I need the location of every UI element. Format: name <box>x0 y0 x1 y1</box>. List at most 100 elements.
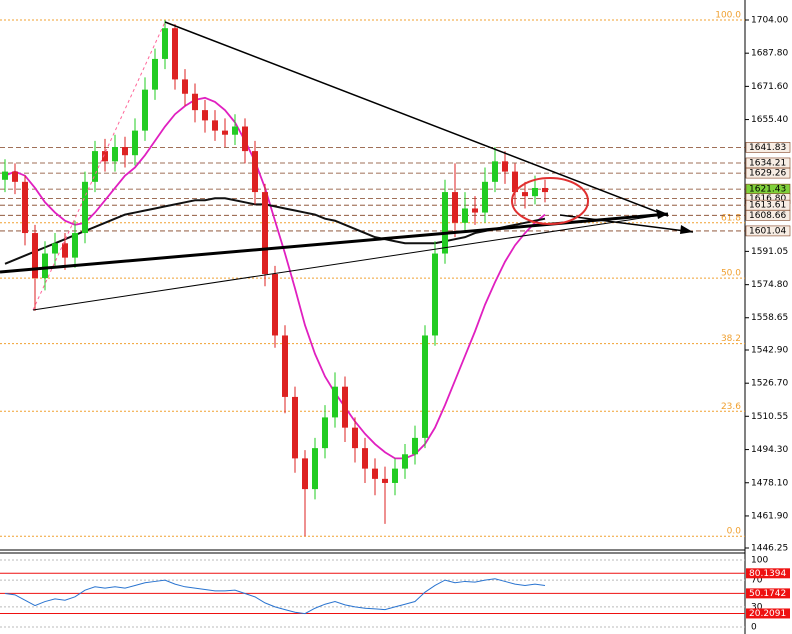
y-tick-label: 1461.90 <box>751 511 788 521</box>
trendline <box>164 21 669 217</box>
price-level-label: 1629.26 <box>749 169 786 179</box>
candle-body <box>432 253 438 336</box>
candle-body <box>382 478 388 483</box>
y-tick-label: 1526.70 <box>751 379 788 389</box>
candle-body <box>192 93 198 111</box>
candle-body <box>302 458 308 490</box>
candle-body <box>102 151 108 162</box>
candle-body <box>402 454 408 469</box>
fib-label: 0.0 <box>727 527 742 537</box>
y-tick-label: 1558.65 <box>751 313 788 323</box>
fib-label: 50.0 <box>721 269 741 279</box>
price-level-box <box>745 167 791 179</box>
candle-body <box>12 171 18 182</box>
y-tick-label: 1687.80 <box>751 49 788 59</box>
candle-body <box>142 89 148 131</box>
highlight-circle <box>511 177 589 225</box>
candle-body <box>312 448 318 490</box>
candle-body <box>152 58 158 90</box>
fib-label: 100.0 <box>715 11 741 21</box>
candle-body <box>202 110 208 121</box>
price-level-box <box>745 225 791 237</box>
fib-label: 61.8 <box>721 213 741 223</box>
candle-body <box>532 187 538 197</box>
candle-body <box>502 161 508 172</box>
candle-body <box>482 181 488 213</box>
candle-body <box>542 187 548 193</box>
candle-body <box>232 126 238 135</box>
candle-body <box>92 151 98 182</box>
y-tick-label: 1446.25 <box>751 544 788 554</box>
y-tick-label: 1671.60 <box>751 82 788 92</box>
candle-body <box>492 161 498 182</box>
price-level-label: 1621.43 <box>749 185 786 195</box>
trendline <box>32 213 669 311</box>
candle-body <box>392 468 398 483</box>
price-level-box <box>745 210 791 221</box>
candle-body <box>162 28 168 59</box>
y-tick-label: 1704.00 <box>751 16 788 26</box>
y-tick-label: 1542.90 <box>751 346 788 356</box>
candle-body <box>122 147 128 156</box>
swing-line <box>32 21 166 311</box>
candle-body <box>472 208 478 213</box>
osc-level-label: 50.1742 <box>749 589 786 599</box>
candle-body <box>172 28 178 80</box>
candle-body <box>362 448 368 469</box>
candle-body <box>22 181 28 234</box>
osc-level-box <box>746 588 790 599</box>
fib-label: 38.2 <box>721 334 741 344</box>
candle-body <box>132 130 138 156</box>
candle-body <box>262 192 268 275</box>
price-level-label: 1634.21 <box>749 158 786 168</box>
candle-body <box>242 126 248 152</box>
osc-tick-label: 100 <box>751 556 768 566</box>
y-tick-label: 1494.30 <box>751 445 788 455</box>
osc-level-label: 80.1394 <box>749 569 786 579</box>
osc-level-label: 20.2091 <box>749 609 786 619</box>
oscillator-line <box>4 578 546 615</box>
candle-body <box>512 171 518 193</box>
candle-body <box>412 437 418 455</box>
osc-tick-label: 30 <box>751 602 763 612</box>
candle-body <box>332 386 338 418</box>
arrow-head <box>680 225 693 234</box>
candle-body <box>462 208 468 223</box>
candle-body <box>182 79 188 94</box>
candle-body <box>32 233 38 279</box>
candle-body <box>212 120 218 131</box>
candle-body <box>272 274 278 336</box>
candle-body <box>372 468 378 479</box>
y-tick-label: 1478.10 <box>751 478 788 488</box>
candle-body <box>322 417 328 449</box>
candle-body <box>342 386 348 428</box>
osc-tick-label: 70 <box>751 576 763 586</box>
y-tick-label: 1655.40 <box>751 115 788 125</box>
candle-body <box>452 192 458 223</box>
candle-body <box>352 427 358 449</box>
candle-body <box>282 335 288 397</box>
candle-body <box>222 130 228 135</box>
price-level-box <box>745 142 791 153</box>
arrow-head <box>656 209 668 219</box>
price-level-label: 1613.61 <box>749 201 786 211</box>
candle-body <box>52 243 58 254</box>
candle-body <box>82 181 88 234</box>
trendline <box>559 214 694 233</box>
candle-body <box>522 192 528 197</box>
price-level-label: 1641.83 <box>749 143 786 153</box>
osc-level-box <box>746 568 790 579</box>
candle-body <box>62 243 68 258</box>
price-level-label: 1608.66 <box>749 211 786 221</box>
candle-body <box>112 147 118 162</box>
candle-body <box>252 151 258 193</box>
price-level-label: 1601.04 <box>749 226 786 236</box>
candle-body <box>442 192 448 254</box>
fib-label: 23.6 <box>721 402 741 412</box>
candle-body <box>2 171 8 180</box>
moving-average <box>4 197 546 265</box>
osc-level-box <box>746 608 790 619</box>
y-tick-label: 1574.80 <box>751 280 788 290</box>
